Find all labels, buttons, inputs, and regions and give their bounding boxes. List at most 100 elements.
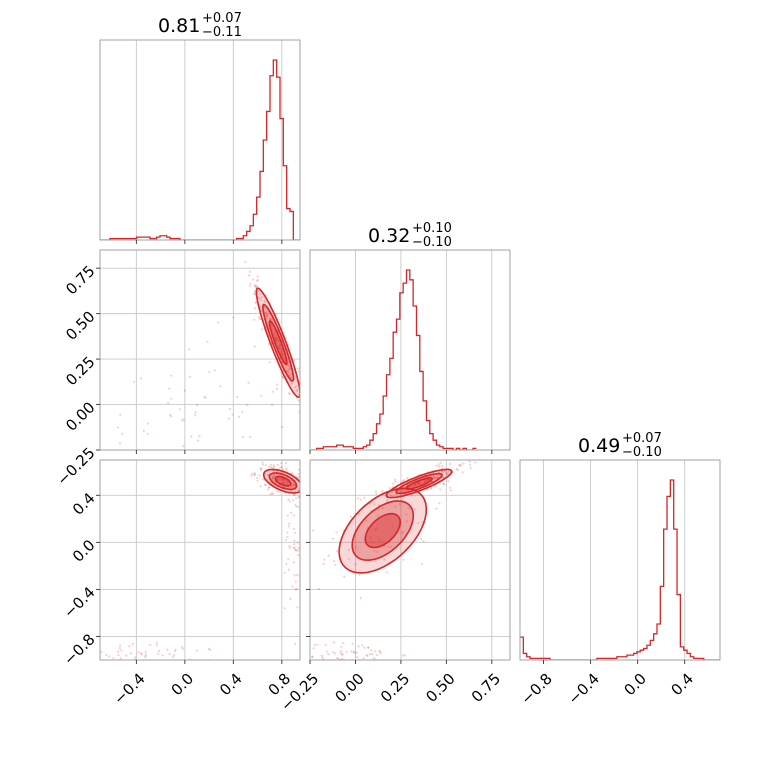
sample-point — [435, 476, 438, 480]
sample-point — [291, 381, 294, 384]
sample-point — [442, 470, 445, 474]
sample-point — [394, 505, 397, 508]
sample-point — [305, 403, 307, 405]
sample-point — [182, 418, 185, 421]
sample-point — [272, 478, 275, 482]
sample-point — [302, 495, 304, 497]
sample-point — [281, 468, 284, 471]
sample-point — [448, 462, 451, 466]
y-tick-label: 0.75 — [62, 262, 98, 298]
sample-point — [294, 588, 298, 591]
sample-point — [275, 313, 278, 316]
histogram-2 — [520, 479, 720, 660]
sample-point — [334, 563, 337, 567]
sample-point — [288, 522, 291, 525]
sample-point — [293, 539, 296, 542]
sample-point — [279, 466, 282, 469]
sample-point — [295, 388, 298, 392]
sample-point — [276, 340, 279, 343]
sample-point — [271, 476, 275, 479]
panel-title-0: 0.81 +0.07−0.11 — [158, 11, 242, 40]
sample-point — [459, 464, 462, 467]
sample-point — [118, 442, 122, 445]
sample-point — [469, 466, 472, 470]
sample-point — [457, 464, 461, 467]
sample-point — [170, 374, 173, 377]
sample-point — [372, 657, 375, 660]
sample-point — [263, 305, 266, 309]
sample-point — [367, 646, 370, 649]
sample-point — [285, 646, 287, 648]
sample-point — [340, 653, 344, 656]
sample-point — [253, 284, 256, 287]
sample-point — [281, 353, 284, 356]
sample-point — [144, 650, 147, 653]
y-tick-label: −0.25 — [53, 444, 98, 489]
sample-point — [273, 474, 276, 477]
sample-point — [278, 343, 281, 346]
sample-point — [289, 485, 292, 488]
sample-point — [119, 644, 122, 647]
sample-point — [297, 489, 300, 492]
sample-point — [247, 274, 251, 277]
sample-point — [438, 502, 441, 505]
sample-point — [297, 399, 300, 402]
x-tick-label: 0.0 — [168, 670, 198, 700]
sample-point — [287, 371, 290, 374]
sample-point — [282, 478, 285, 481]
sample-point — [157, 652, 160, 655]
sample-point — [253, 292, 256, 295]
sample-point — [271, 476, 274, 479]
sample-point — [277, 477, 280, 480]
sample-point — [468, 463, 472, 467]
sample-point — [304, 555, 306, 557]
panel-title-1: 0.32 +0.10−0.10 — [368, 221, 452, 250]
sample-point — [402, 530, 405, 533]
panel-frame — [309, 459, 511, 661]
sample-point — [249, 282, 252, 285]
sample-point — [305, 508, 307, 510]
sample-point — [264, 483, 267, 487]
sample-point — [303, 408, 305, 410]
sample-point — [355, 665, 357, 667]
title-value: 0.49 — [578, 435, 620, 457]
sample-point — [301, 653, 303, 655]
sample-point — [262, 478, 265, 481]
sample-point — [265, 315, 269, 318]
sample-point — [41, 652, 43, 654]
sample-point — [341, 652, 344, 656]
sample-point — [427, 478, 430, 482]
sample-point — [119, 657, 122, 660]
sample-point — [310, 489, 312, 491]
sample-point — [161, 654, 164, 657]
density-contour — [364, 512, 402, 549]
sample-point — [288, 365, 291, 368]
sample-point — [287, 568, 290, 571]
sample-point — [379, 539, 382, 542]
sample-point — [256, 476, 259, 479]
sample-point — [213, 662, 215, 664]
sample-point — [291, 471, 294, 475]
title-value: 0.81 — [158, 15, 200, 37]
sample-point — [456, 468, 459, 472]
sample-point — [265, 311, 268, 314]
sample-point — [133, 380, 136, 383]
sample-point — [213, 369, 216, 372]
sample-point — [270, 492, 273, 495]
sample-point — [275, 336, 279, 340]
sample-point — [369, 540, 372, 544]
sample-point — [332, 641, 336, 644]
sample-point — [418, 482, 422, 486]
sample-point — [317, 587, 321, 591]
sample-point — [293, 546, 296, 549]
title-value: 0.32 — [368, 225, 410, 247]
sample-point — [116, 426, 120, 429]
sample-point — [261, 463, 264, 466]
sample-point — [437, 463, 440, 466]
sample-point — [405, 513, 408, 516]
sample-point — [268, 465, 271, 469]
sample-point — [295, 497, 298, 500]
panel-1-1 — [309, 249, 511, 454]
sample-point — [288, 546, 291, 549]
sample-point — [301, 488, 303, 490]
